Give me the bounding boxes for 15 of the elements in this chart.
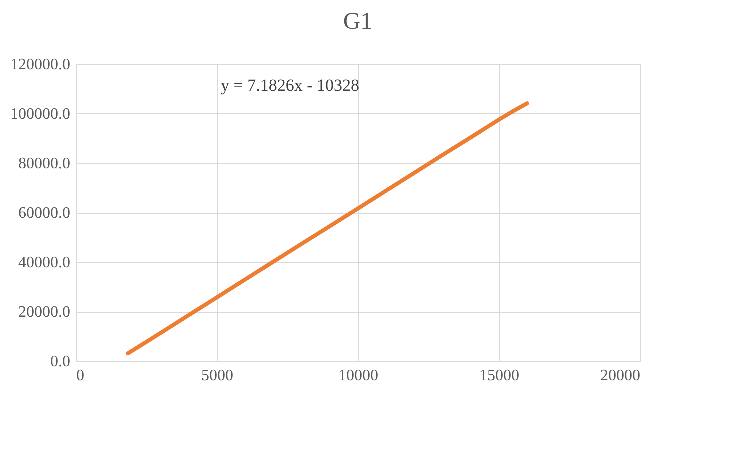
x-tick-label: 20000 (600, 368, 640, 384)
y-tick-label: 120000.0 (10, 56, 70, 74)
y-tick-label: 20000.0 (18, 304, 70, 321)
y-tick-label: 100000.0 (10, 106, 70, 123)
x-tick-label: 0 (76, 368, 84, 384)
y-tick-label: 80000.0 (18, 156, 70, 172)
x-tick-label: 5000 (202, 368, 234, 384)
line-series (126, 102, 530, 356)
y-tick-label: 40000.0 (18, 254, 70, 272)
annotation: y = 7.1826x - 10328 (221, 76, 360, 95)
y-tick-label: 60000.0 (18, 205, 70, 222)
x-tick-label: 10000 (338, 368, 378, 384)
x-tick-label: 15000 (480, 368, 520, 384)
chart-title: G1 (343, 9, 373, 35)
y-tick-label: 0.0 (50, 354, 70, 370)
